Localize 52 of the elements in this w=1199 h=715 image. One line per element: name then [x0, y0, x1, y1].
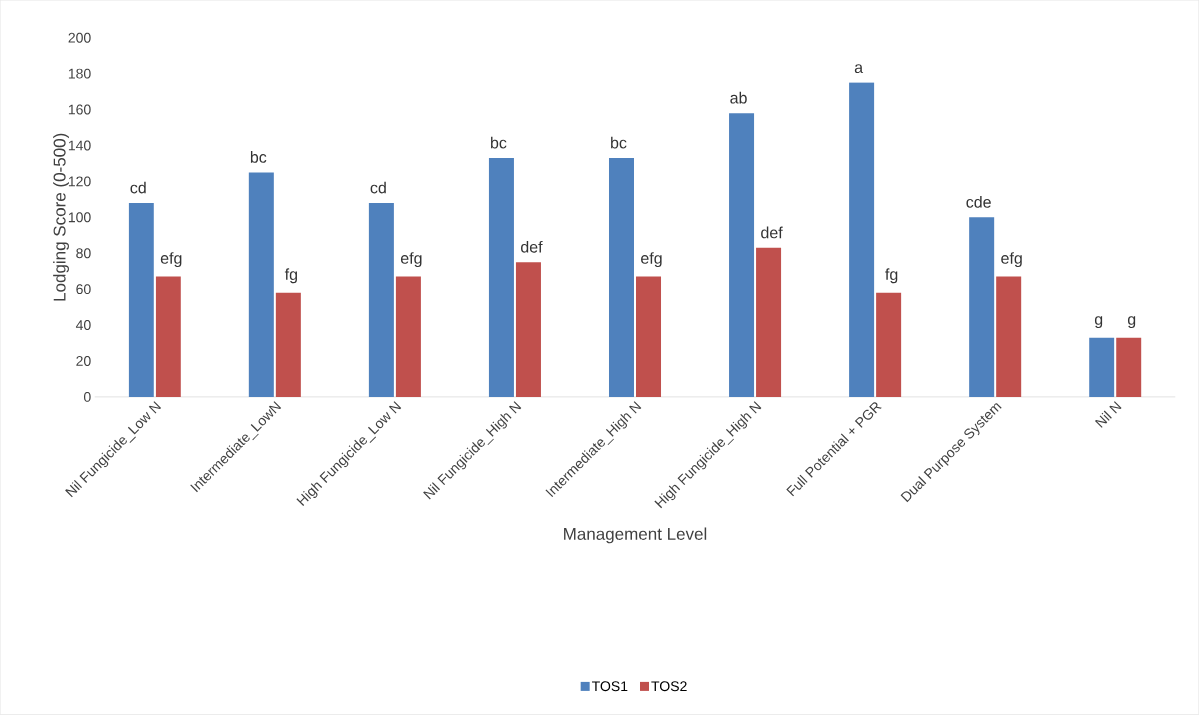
bar — [876, 292, 902, 398]
bar — [128, 203, 154, 398]
y-tick-label: 40 — [75, 320, 91, 331]
x-axis-title: Management Level — [564, 527, 707, 544]
y-tick-label: 0 — [83, 392, 91, 402]
y-tick-label: 60 — [76, 284, 91, 295]
data-label: ab — [730, 91, 747, 104]
bar — [155, 276, 181, 398]
data-label: bc — [611, 136, 627, 149]
data-label: bc — [250, 151, 267, 163]
data-label: cd — [130, 181, 146, 194]
bar — [488, 158, 514, 398]
bar — [969, 217, 995, 398]
data-label: bc — [491, 136, 507, 149]
bar — [515, 262, 541, 398]
data-label: def — [521, 241, 543, 253]
y-tick-label: 120 — [68, 176, 91, 187]
bar — [1089, 337, 1115, 398]
bar — [368, 203, 394, 398]
data-label: fg — [885, 268, 898, 284]
data-label: efg — [641, 252, 662, 268]
y-tick-label: 180 — [68, 68, 91, 79]
data-label: def — [761, 226, 783, 239]
bar — [849, 82, 875, 398]
bar — [248, 172, 274, 398]
bar — [729, 113, 755, 398]
y-tick-label: 100 — [68, 212, 91, 223]
legend-label: TOS1 — [591, 681, 628, 692]
y-tick-label: 200 — [68, 32, 91, 43]
data-label: efg — [160, 252, 182, 268]
data-label: cd — [370, 181, 386, 194]
data-label: a — [854, 64, 864, 74]
y-tick-label: 20 — [76, 356, 91, 367]
data-label: fg — [284, 268, 297, 284]
bar — [395, 276, 421, 398]
y-axis-title: Lodging Score (0-500) — [53, 133, 69, 301]
data-label: g — [1094, 316, 1103, 329]
data-label: efg — [1001, 252, 1022, 268]
y-tick-label: 140 — [68, 140, 91, 151]
bar — [756, 247, 782, 398]
bar — [636, 276, 662, 398]
y-tick-label: 160 — [68, 104, 91, 115]
data-label: efg — [400, 252, 422, 268]
x-tick-label: Nil N — [1094, 401, 1122, 428]
bar — [996, 276, 1022, 398]
bar — [1116, 337, 1142, 398]
data-label: cde — [966, 196, 991, 208]
legend-label: TOS2 — [651, 681, 687, 692]
y-tick-label: 80 — [76, 248, 91, 259]
bar — [275, 292, 301, 398]
bar — [608, 158, 634, 398]
data-label: g — [1127, 316, 1136, 329]
